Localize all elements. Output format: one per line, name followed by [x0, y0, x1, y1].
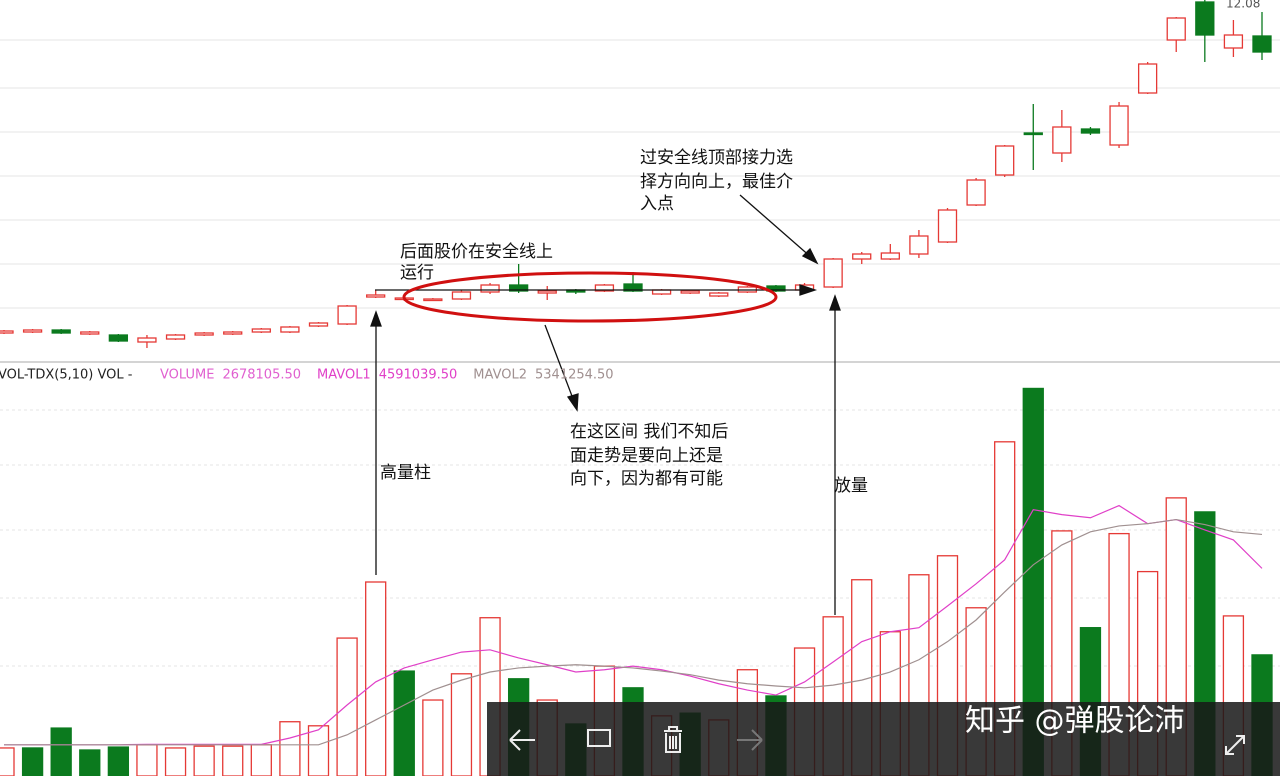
candle-body: [251, 328, 271, 333]
viewer-toolbar: 知乎 @弹股论沛: [487, 702, 1280, 776]
next-button[interactable]: [737, 729, 763, 751]
arrowhead: [801, 247, 819, 265]
candle-body: [537, 290, 557, 294]
candle-body: [308, 322, 329, 327]
delete-button[interactable]: [664, 726, 682, 753]
candle-body: [594, 284, 615, 292]
legend-name: MAVOL1: [317, 368, 371, 383]
annotation: 高量柱: [380, 463, 431, 483]
candle-body: [1023, 132, 1043, 136]
candle-body: [137, 337, 157, 343]
candle-body: [623, 283, 643, 292]
annotation: 在这区间 我们不知后: [570, 422, 728, 442]
volume-bar: [1022, 387, 1044, 776]
annotation: 面走势是要向上还是: [570, 446, 723, 466]
annotation: 运行: [400, 263, 434, 283]
arrow: [739, 194, 813, 259]
candle-body: [909, 235, 929, 255]
volume-bar: [450, 673, 473, 776]
annotation: 择方向向上，最佳介: [640, 172, 793, 192]
volume-bar: [336, 637, 358, 776]
candle-body: [1109, 105, 1129, 146]
candle-body: [1080, 128, 1101, 134]
legend-value: 4591039.50: [379, 368, 458, 383]
candle-body: [165, 334, 186, 340]
toolbar-bg: [487, 702, 1280, 776]
annotations: [370, 194, 841, 615]
candle-body: [423, 298, 443, 302]
volume-bar: [21, 747, 44, 776]
indicator-label: VOL-TDX(5,10) VOL -: [0, 368, 133, 383]
annotation: 向下，因为都有可能: [570, 469, 723, 489]
price-pane: [0, 0, 1272, 348]
grid: [0, 39, 1280, 667]
volume-bar: [107, 746, 130, 776]
volume-bar: [79, 749, 101, 776]
candle-body: [0, 330, 14, 334]
volume-bar: [193, 745, 215, 776]
candle-body: [1137, 63, 1158, 94]
volume-bar: [422, 699, 444, 776]
candle-body: [966, 179, 986, 206]
volume-bar: [279, 721, 301, 776]
candle-body: [1052, 126, 1072, 154]
expand-button[interactable]: [1225, 735, 1245, 755]
watermark: 知乎 @弹股论沛: [965, 704, 1185, 739]
volume-bar: [50, 727, 72, 776]
legend-value: 5341254.50: [535, 368, 614, 383]
screen-button[interactable]: [587, 729, 611, 747]
candle-body: [366, 294, 386, 298]
candle-body: [1223, 34, 1244, 49]
candle-body: [823, 258, 843, 288]
arrowhead: [829, 294, 841, 311]
price-label: 12.08: [1226, 0, 1260, 11]
candle-body: [280, 326, 300, 333]
candle-body: [337, 305, 357, 325]
volume-bar: [307, 725, 330, 776]
volume-bar: [164, 747, 187, 776]
ma-line: [4, 518, 1263, 746]
candle-body: [480, 284, 500, 293]
candle-body: [680, 290, 700, 294]
volume-bar: [994, 441, 1016, 776]
volume-bar: [393, 670, 415, 776]
annotation: 过安全线顶部接力选: [640, 148, 793, 168]
volume-bar: [222, 745, 244, 776]
candle-body: [508, 284, 529, 292]
annotation: 入点: [640, 194, 674, 214]
candle-body: [80, 331, 100, 335]
arrow: [544, 324, 576, 405]
legend: VOLUME 2678105.50 MAVOL1 4591039.50 MAVOL2 53…: [160, 368, 614, 383]
volume-bar: [250, 744, 272, 776]
prev-button[interactable]: [509, 729, 535, 751]
arrowhead: [566, 393, 579, 412]
candle-body: [709, 292, 729, 297]
legend-name: VOLUME: [160, 368, 214, 383]
candle-body: [880, 252, 900, 260]
candle-body: [108, 334, 129, 342]
range-ellipse: [402, 271, 778, 323]
candle-body: [852, 253, 872, 260]
candle-body: [995, 145, 1015, 176]
candle-body: [194, 332, 214, 336]
legend-value: 2678105.50: [222, 368, 301, 383]
legend-name: MAVOL2: [473, 368, 527, 383]
candle-body: [223, 331, 243, 335]
arrowhead: [370, 310, 382, 327]
candle-body: [937, 209, 958, 243]
candle-body: [1195, 1, 1215, 36]
candle-body: [451, 291, 472, 300]
annotation: 后面股价在安全线上: [400, 242, 553, 262]
volume-bar: [136, 744, 158, 776]
candle-body: [51, 329, 71, 334]
candle-body: [1166, 17, 1186, 41]
volume-bar: [0, 747, 15, 776]
candle-body: [22, 329, 43, 333]
arrowhead: [799, 284, 818, 296]
candle-body: [1252, 35, 1272, 53]
annotation: 放量: [834, 476, 868, 496]
